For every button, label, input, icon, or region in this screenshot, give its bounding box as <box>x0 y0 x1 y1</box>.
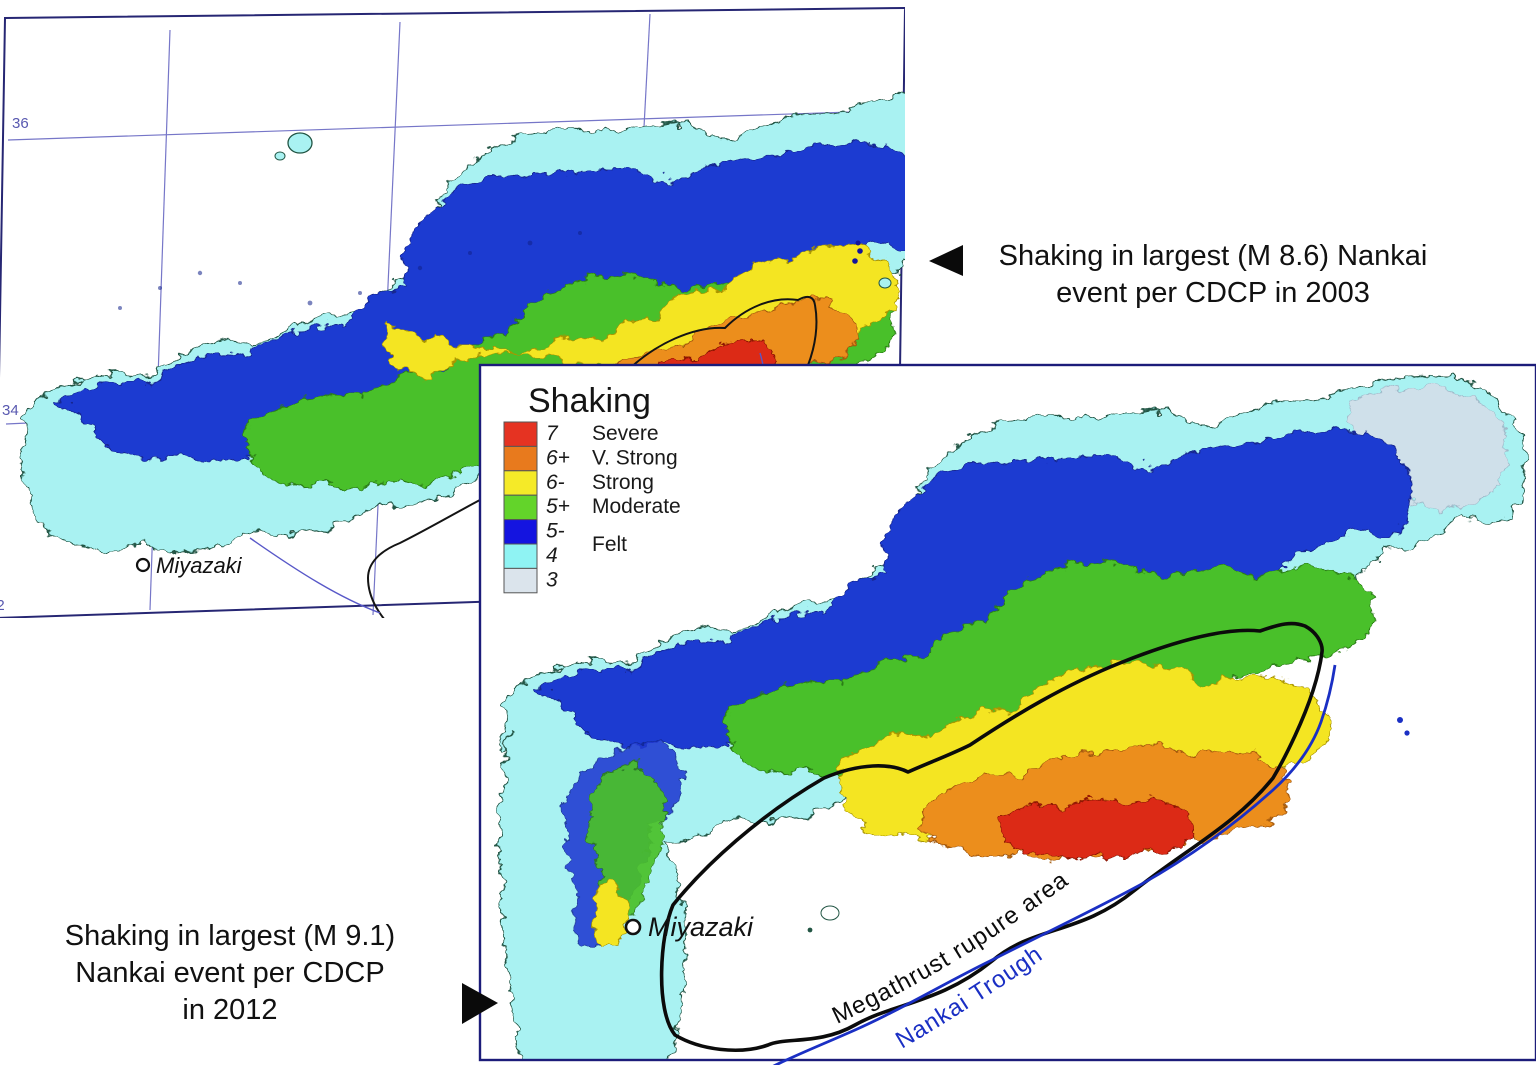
svg-text:34: 34 <box>2 402 19 419</box>
svg-text:36: 36 <box>12 115 29 132</box>
svg-text:3: 3 <box>546 568 558 591</box>
svg-text:Miyazaki: Miyazaki <box>648 912 754 942</box>
svg-text:6-: 6- <box>546 471 565 494</box>
svg-text:7: 7 <box>546 422 559 445</box>
svg-text:6+: 6+ <box>546 446 570 469</box>
svg-text:Miyazaki: Miyazaki <box>156 553 243 578</box>
svg-text:Felt: Felt <box>592 533 627 556</box>
svg-text:Moderate: Moderate <box>592 495 681 518</box>
svg-text:4: 4 <box>546 544 558 567</box>
svg-text:Shaking: Shaking <box>528 382 651 420</box>
svg-text:5-: 5- <box>546 520 565 543</box>
svg-text:Strong: Strong <box>592 471 654 494</box>
svg-text:V. Strong: V. Strong <box>592 446 678 469</box>
svg-text:132.0: 132.0 <box>335 627 373 644</box>
svg-text:32: 32 <box>0 597 5 614</box>
svg-text:5+: 5+ <box>546 495 570 518</box>
svg-text:Severe: Severe <box>592 422 659 445</box>
